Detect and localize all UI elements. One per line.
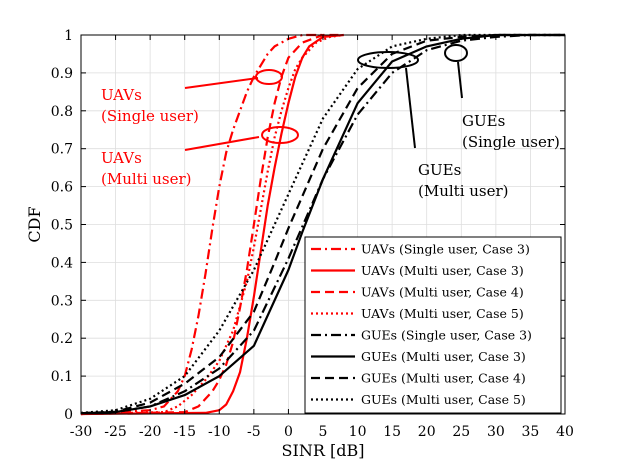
annotations: UAVs(Single user)UAVs(Multi user)GUEs(Si… xyxy=(101,44,560,200)
annotation-ellipse xyxy=(261,126,299,144)
legend-box xyxy=(304,236,562,414)
series-line-3 xyxy=(80,33,344,416)
legend-label: UAVs (Multi user, Case 4) xyxy=(361,285,524,300)
legend-label: UAVs (Multi user, Case 3) xyxy=(361,263,524,278)
annotation-text: (Multi user) xyxy=(418,182,509,200)
x-tick-label: 10 xyxy=(349,424,367,440)
annotation-text: (Multi user) xyxy=(101,170,192,188)
y-tick-label: 0.1 xyxy=(51,369,73,385)
annotation-ellipse xyxy=(444,44,468,62)
series-line-2 xyxy=(80,33,344,416)
series-layer xyxy=(80,33,565,416)
ticks: -30 -25 -20 -15 -10 -5 0 5 10 15 20 25 30 35 40 0 0.1 0.2… xyxy=(51,28,574,440)
legend-label: UAVs (Single user, Case 3) xyxy=(361,242,530,257)
annotation-leader-line xyxy=(405,67,416,149)
legend-label: GUEs (Multi user, Case 4) xyxy=(361,371,526,386)
y-tick-label: 1 xyxy=(64,28,73,44)
x-tick-label: -25 xyxy=(104,424,127,440)
y-tick-label: 0.2 xyxy=(51,331,73,347)
annotation-leader-line xyxy=(184,136,260,151)
x-tick-label: -15 xyxy=(173,424,196,440)
y-tick-label: 0.3 xyxy=(51,293,73,309)
y-tick-label: 0.8 xyxy=(51,104,73,120)
annotation-ellipse xyxy=(255,69,283,85)
y-tick-label: 0.7 xyxy=(51,142,73,158)
y-tick-label: 0.5 xyxy=(51,218,73,234)
series-line-4 xyxy=(80,33,344,416)
annotation-ellipse xyxy=(357,51,419,69)
x-tick-label: 5 xyxy=(319,424,328,440)
x-axis-label: SINR [dB] xyxy=(282,441,365,460)
x-tick-label: 40 xyxy=(556,424,574,440)
x-tick-label: -20 xyxy=(139,424,162,440)
legend-label: GUEs (Multi user, Case 5) xyxy=(361,392,526,407)
annotation-text: (Single user) xyxy=(101,107,199,125)
x-tick-label: 30 xyxy=(487,424,505,440)
x-tick-label: 15 xyxy=(383,424,401,440)
annotation-text: GUEs xyxy=(462,112,505,130)
x-tick-label: 35 xyxy=(522,424,540,440)
x-tick-label: 25 xyxy=(452,424,470,440)
y-tick-label: 0 xyxy=(64,407,73,423)
x-tick-label: 0 xyxy=(284,424,293,440)
annotation-text: (Single user) xyxy=(462,133,560,151)
legend-label: GUEs (Multi user, Case 3) xyxy=(361,349,526,364)
annotation-leader-line xyxy=(184,77,259,89)
x-tick-label: -5 xyxy=(247,424,261,440)
y-axis-label: CDF xyxy=(25,206,44,242)
x-tick-label: -10 xyxy=(208,424,231,440)
x-tick-label: 20 xyxy=(418,424,436,440)
annotation-leader-line xyxy=(457,61,463,99)
annotation-text: UAVs xyxy=(101,149,142,167)
legend-label: UAVs (Multi user, Case 5) xyxy=(361,306,524,321)
y-tick-label: 0.4 xyxy=(51,255,73,271)
legend-label: GUEs (Single user, Case 3) xyxy=(361,328,532,343)
y-tick-label: 0.9 xyxy=(51,66,73,82)
legend: UAVs (Single user, Case 3) UAVs (Multi us… xyxy=(304,236,562,414)
x-tick-label: -30 xyxy=(70,424,93,440)
annotation-text: UAVs xyxy=(101,86,142,104)
y-tick-label: 0.6 xyxy=(51,180,73,196)
annotation-text: GUEs xyxy=(418,161,461,179)
